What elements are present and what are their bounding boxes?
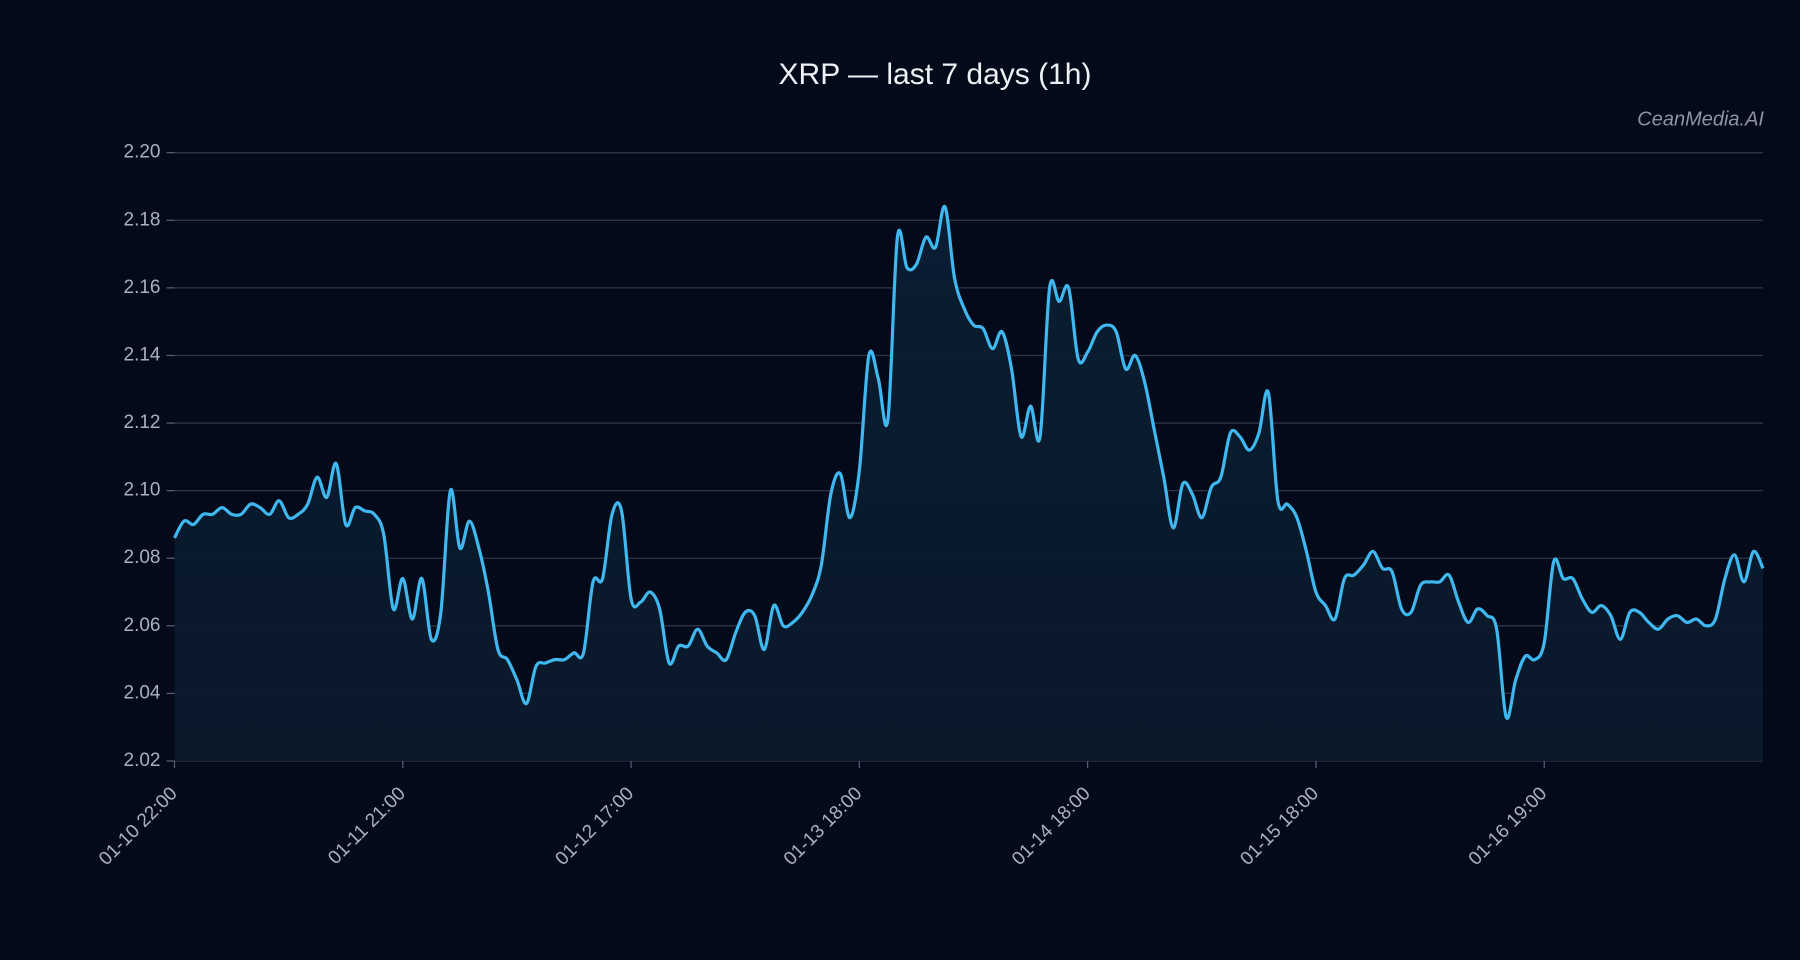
y-tick-label: 2.10: [124, 480, 161, 501]
y-tick-label: 2.16: [124, 277, 161, 298]
watermark: CeanMedia.AI: [1637, 108, 1764, 130]
y-tick-label: 2.04: [124, 682, 161, 703]
y-tick-label: 2.18: [124, 209, 161, 230]
y-tick-label: 2.14: [124, 344, 161, 365]
chart-title: XRP — last 7 days (1h): [779, 58, 1092, 91]
y-tick-label: 2.02: [124, 750, 161, 771]
area-fill: [174, 206, 1763, 761]
y-tick-label: 2.06: [124, 615, 161, 636]
y-tick-label: 2.08: [124, 547, 161, 568]
plot: [173, 205, 1765, 761]
y-tick-label: 2.12: [124, 412, 161, 433]
y-tick-label: 2.20: [124, 142, 161, 163]
price-line: [173, 205, 1765, 720]
